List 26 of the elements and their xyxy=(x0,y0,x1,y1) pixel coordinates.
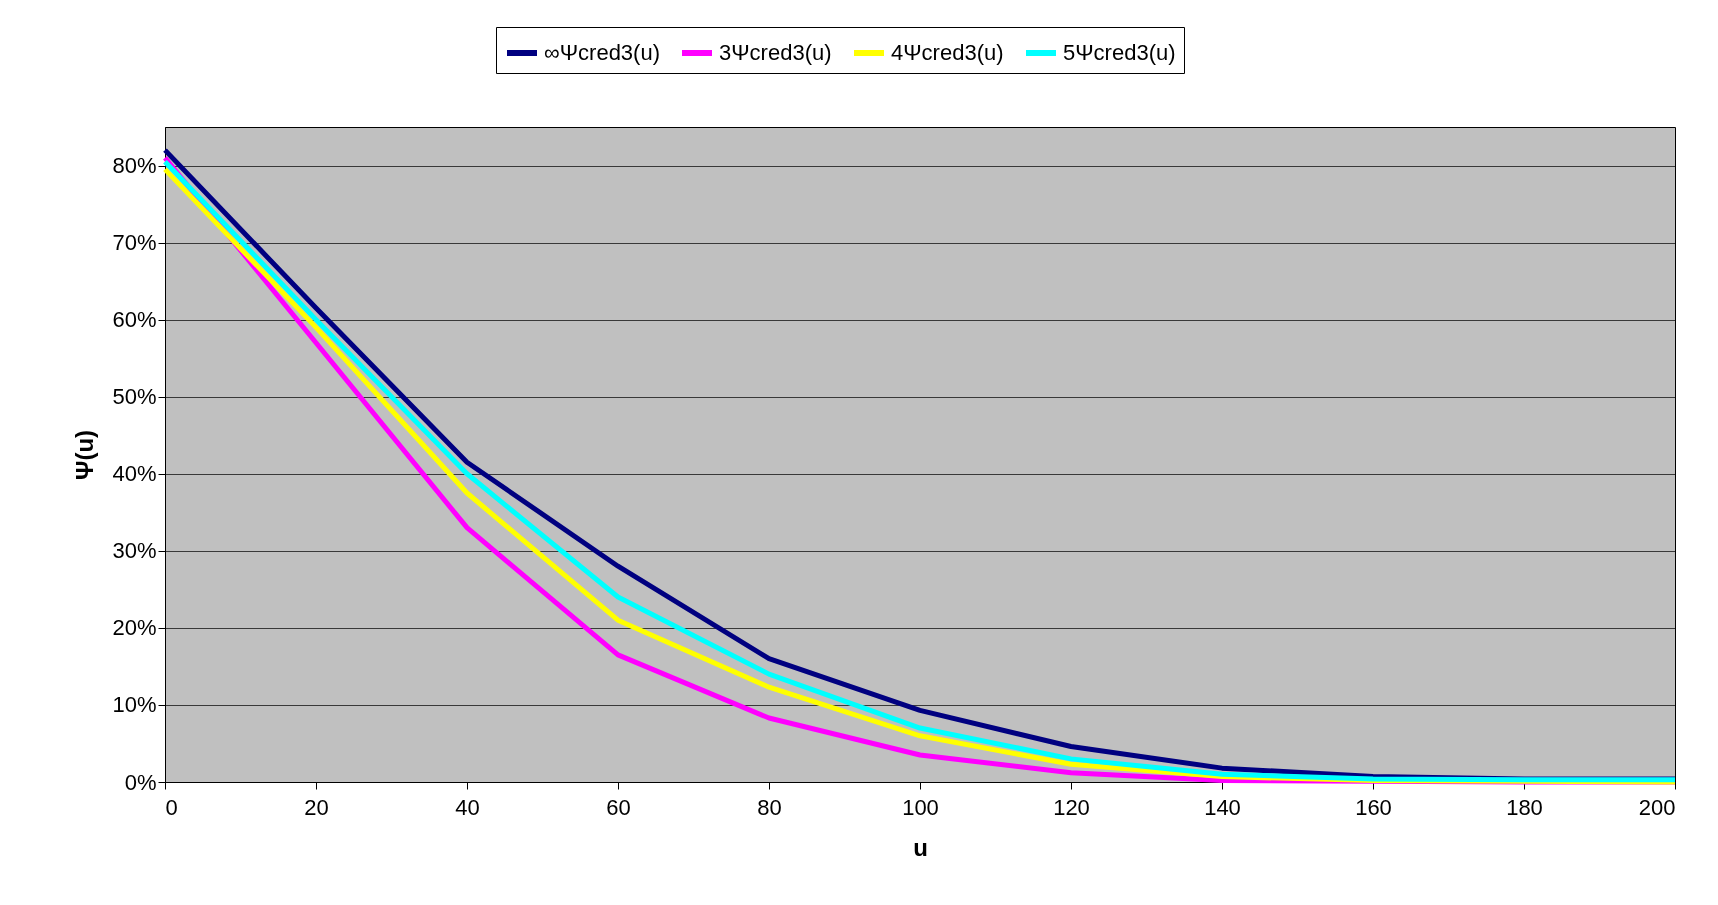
x-tick-label: 80 xyxy=(757,794,782,820)
y-axis-title: Ψ(u) xyxy=(71,429,99,481)
x-tick-label: 20 xyxy=(304,794,329,820)
y-tick-label: 40% xyxy=(112,461,157,487)
legend-label: ∞Ψcred3(u) xyxy=(544,40,660,65)
y-tick-label: 10% xyxy=(112,692,157,718)
y-tick-label: 30% xyxy=(112,538,157,564)
y-tick-label: 20% xyxy=(112,615,157,641)
x-tick-label: 180 xyxy=(1506,794,1543,820)
x-tick-label: 140 xyxy=(1204,794,1241,820)
x-axis-title: u xyxy=(913,833,928,861)
y-tick-label: 50% xyxy=(112,384,157,410)
x-tick-label: 100 xyxy=(902,794,939,820)
legend-label: 3Ψcred3(u) xyxy=(719,40,832,65)
x-tick-label: 160 xyxy=(1355,794,1392,820)
x-tick-label: 120 xyxy=(1053,794,1090,820)
x-tick-label: 40 xyxy=(455,794,480,820)
legend-label: 4Ψcred3(u) xyxy=(891,40,1004,65)
y-tick-label: 70% xyxy=(112,230,157,256)
y-tick-label: 80% xyxy=(112,153,157,179)
y-tick-label: 0% xyxy=(124,769,157,795)
legend-label: 5Ψcred3(u) xyxy=(1063,40,1176,65)
x-tick-label: 60 xyxy=(606,794,631,820)
x-tick-label: 200 xyxy=(1638,794,1676,820)
x-tick-label: 0 xyxy=(165,794,178,820)
y-tick-label: 60% xyxy=(112,307,157,333)
